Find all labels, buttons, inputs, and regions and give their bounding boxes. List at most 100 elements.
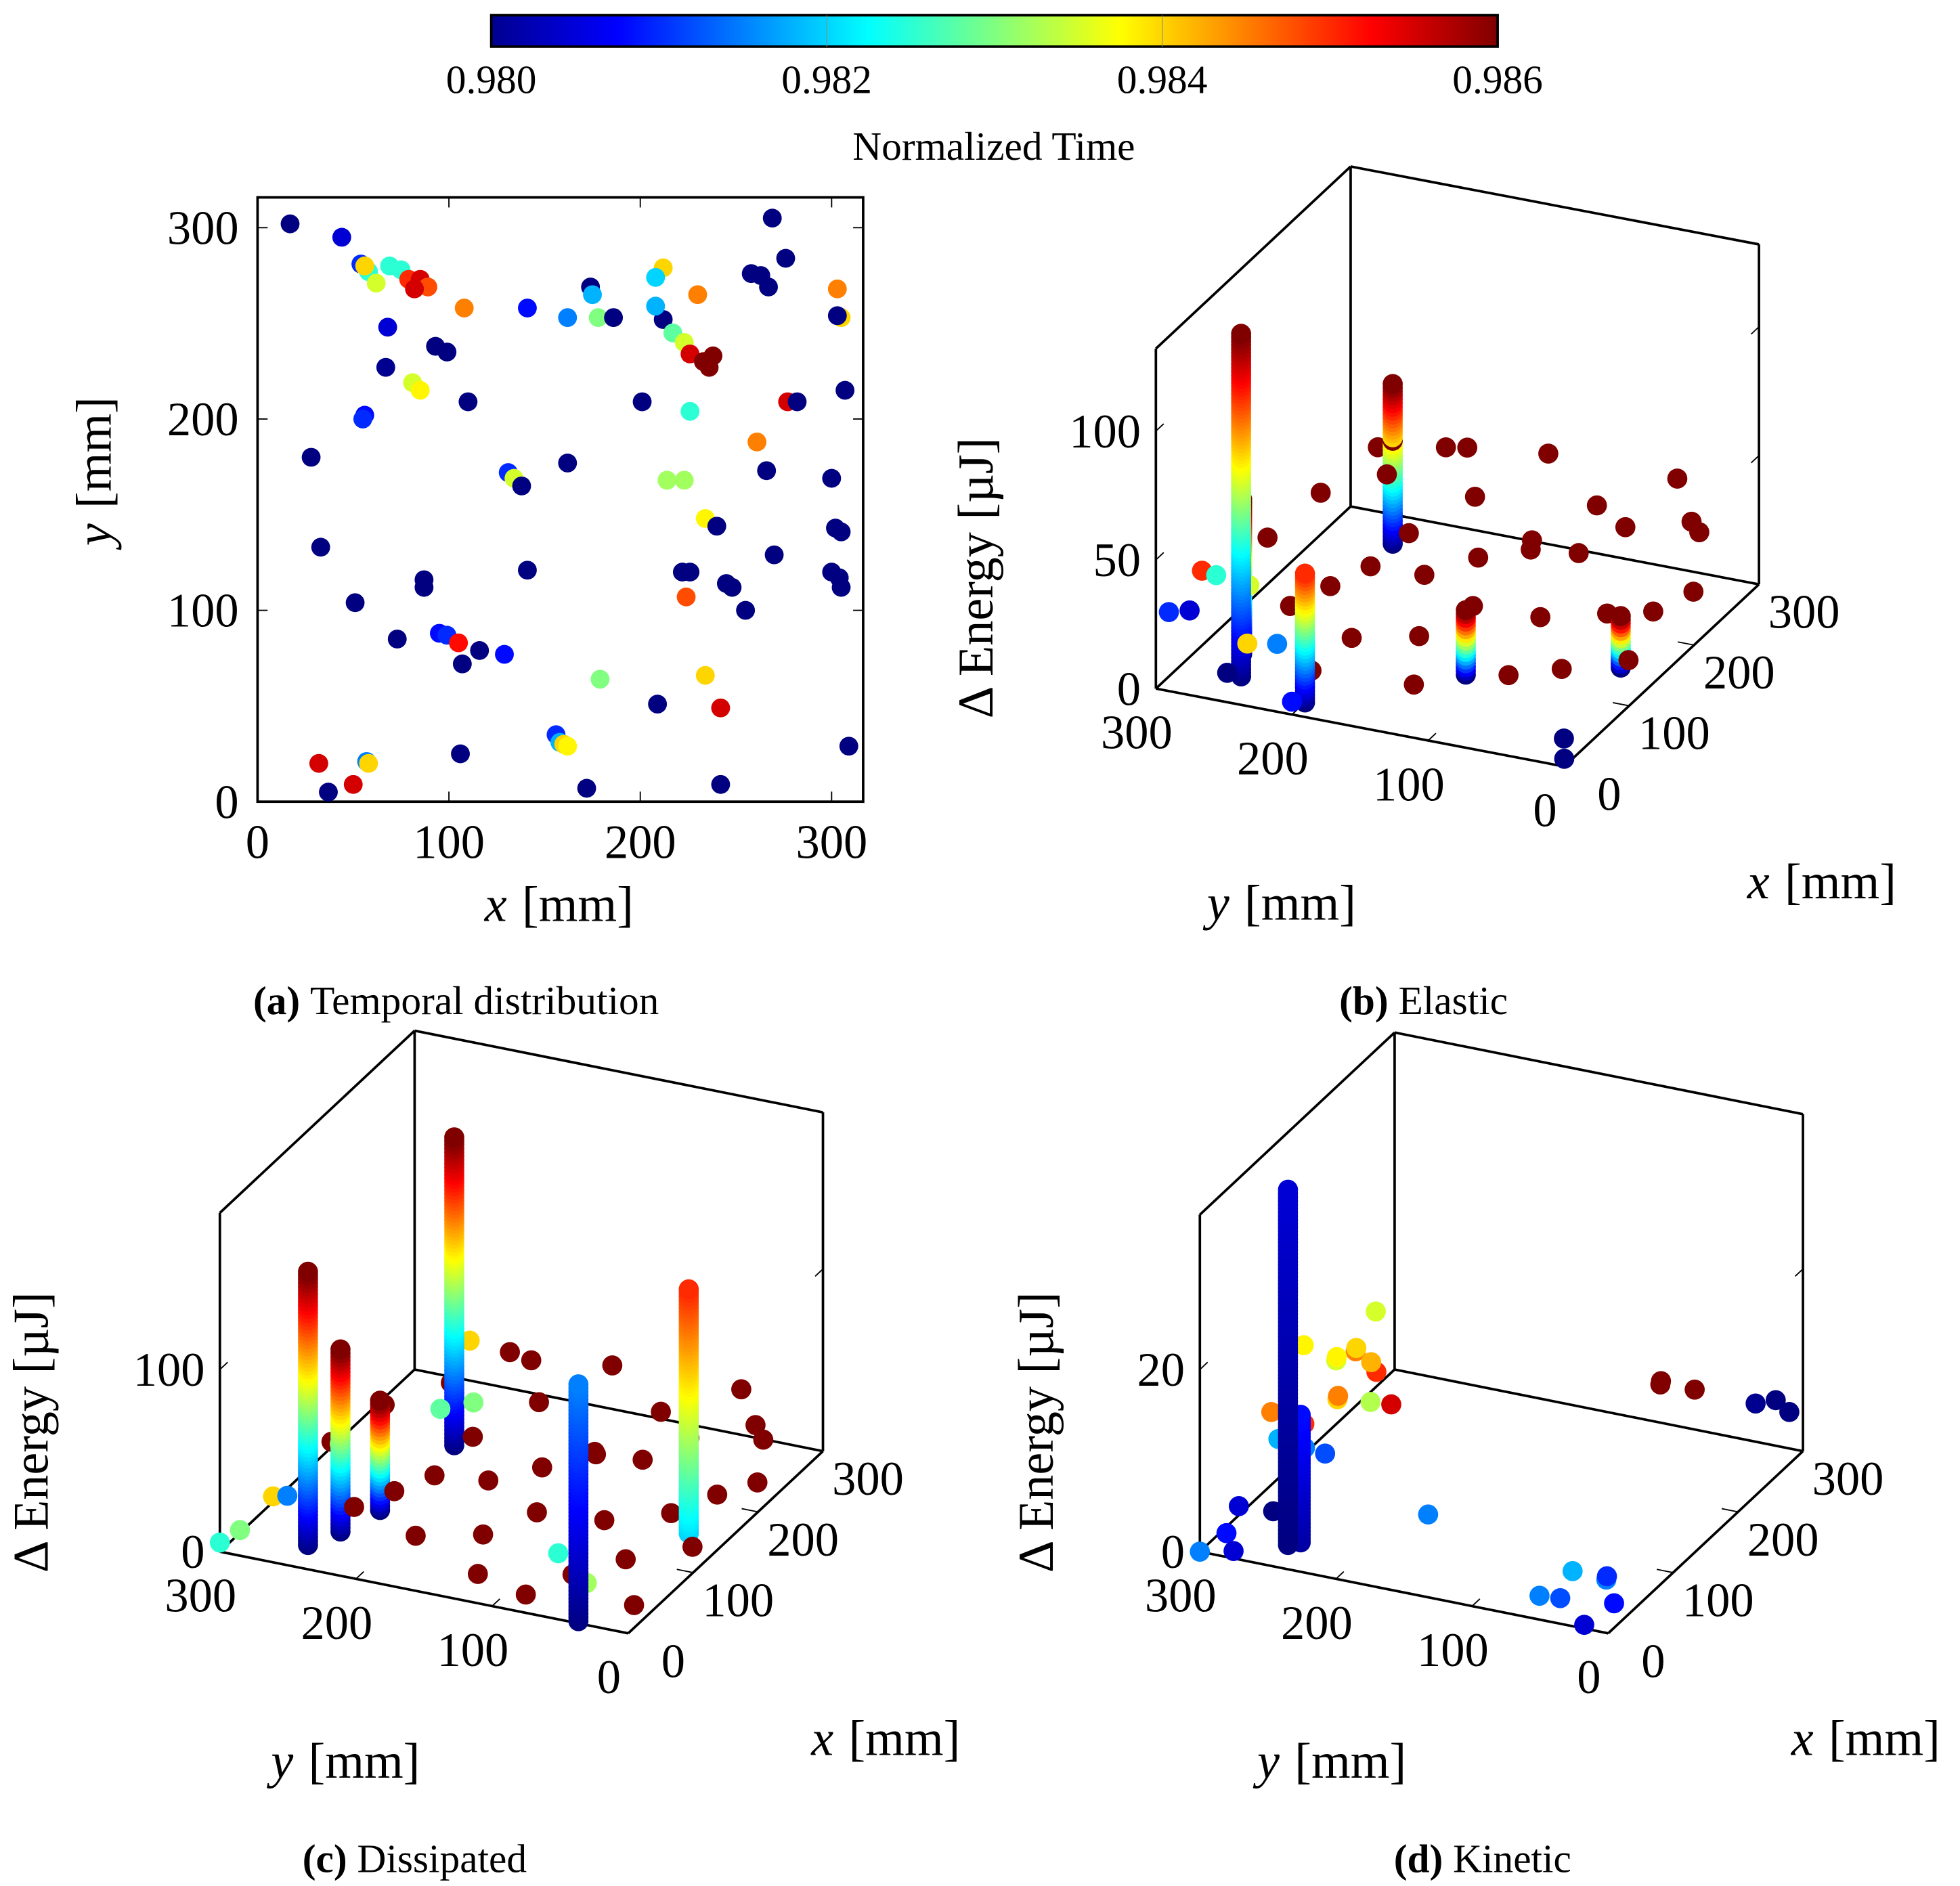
data-point — [759, 278, 778, 297]
y-tick-label: 300 — [1145, 1570, 1217, 1623]
z-tick-label: 0 — [1117, 663, 1141, 716]
z-tick — [1750, 326, 1760, 335]
stack-point — [330, 1339, 351, 1360]
data-point — [1190, 1541, 1211, 1562]
y-axis-label: y [mm] — [1202, 876, 1356, 931]
y-axis-label-variable: y — [266, 1734, 293, 1789]
data-point — [454, 299, 474, 317]
data-point — [688, 285, 707, 305]
data-point — [558, 737, 578, 756]
box-edge-top — [1198, 1031, 1396, 1216]
data-point — [359, 753, 378, 773]
data-point — [406, 1525, 426, 1546]
y-axis-line — [1199, 1550, 1609, 1635]
data-point — [1341, 628, 1362, 649]
data-point — [478, 1470, 499, 1491]
data-point — [1361, 1352, 1382, 1373]
data-point — [1551, 659, 1572, 679]
stack-point — [1278, 1179, 1299, 1200]
stack-point — [568, 1374, 589, 1395]
data-point — [831, 577, 851, 597]
data-point — [473, 1524, 494, 1545]
x-axis-label-variable: x — [810, 1711, 833, 1767]
colorbar-tick-label: 0.980 — [446, 58, 537, 102]
data-point — [632, 392, 652, 412]
stack-point — [1611, 606, 1631, 626]
data-point — [822, 468, 842, 488]
box-edge-top — [219, 1030, 416, 1214]
data-point — [1381, 1394, 1401, 1415]
x-tick-label: 100 — [1638, 707, 1710, 760]
x-tick-label: 100 — [1682, 1575, 1754, 1627]
caption-text: Dissipated — [357, 1836, 527, 1881]
data-point — [332, 227, 351, 247]
caption-letter: (d) — [1394, 1836, 1443, 1881]
data-point — [1261, 1401, 1282, 1422]
y-tick-label: 100 — [437, 1624, 509, 1677]
data-point — [776, 248, 796, 268]
data-point — [1179, 600, 1200, 621]
z-tick-label: 100 — [1069, 405, 1141, 458]
colorbar-tick-label: 0.982 — [781, 58, 872, 102]
data-point — [1468, 547, 1489, 568]
data-point — [757, 461, 777, 481]
y-tick-label: 100 — [167, 585, 239, 638]
data-point — [1360, 556, 1381, 577]
data-point — [1745, 1393, 1766, 1414]
data-point — [1667, 468, 1688, 489]
z-tick — [1155, 552, 1164, 561]
x-tick-label: 0 — [1597, 768, 1621, 820]
data-point — [747, 432, 767, 452]
y-tick-label: 200 — [1281, 1597, 1353, 1650]
caption-letter: (c) — [303, 1836, 347, 1881]
data-point — [1216, 1522, 1237, 1543]
data-point — [1320, 575, 1341, 596]
x-axis-label-unit: [mm] — [1785, 854, 1896, 910]
data-point — [387, 630, 407, 649]
data-point — [301, 447, 321, 467]
x-tick — [1786, 1447, 1804, 1452]
data-point — [1282, 691, 1303, 712]
data-point — [414, 577, 434, 597]
y-tick-label: 200 — [1237, 732, 1309, 785]
z-tick — [1199, 1361, 1208, 1370]
data-point — [583, 285, 602, 305]
data-point — [722, 577, 742, 597]
data-point — [1568, 543, 1589, 563]
data-point — [1562, 1561, 1583, 1581]
data-point — [209, 1532, 230, 1553]
stack-point — [1382, 374, 1403, 395]
y-tick — [1471, 1598, 1481, 1607]
x-tick-label: 0 — [246, 816, 269, 869]
x-axis-label-variable: x — [484, 877, 507, 933]
data-point — [1310, 483, 1331, 503]
plot-frame — [256, 196, 865, 804]
data-point — [711, 774, 731, 794]
data-point — [1315, 1443, 1336, 1464]
data-point — [1399, 523, 1419, 544]
y-tick-label: 0 — [597, 1651, 621, 1704]
x-tick — [806, 1447, 823, 1452]
data-point — [1684, 1379, 1705, 1400]
z-tick — [1155, 680, 1164, 689]
x-axis-label: x [mm] — [1791, 1711, 1940, 1767]
y-axis-label: y [mm] — [1253, 1734, 1406, 1789]
x-axis-label-variable: x — [1791, 1711, 1814, 1767]
data-point — [839, 737, 858, 756]
data-point — [1376, 464, 1397, 485]
data-point — [1257, 527, 1278, 548]
caption: (b) Elastic — [1339, 978, 1508, 1023]
stack-point — [1294, 563, 1315, 584]
data-point — [604, 308, 624, 328]
data-point — [1574, 1615, 1594, 1636]
data-point — [680, 401, 700, 421]
y-tick-label: 200 — [167, 393, 239, 446]
data-point — [1217, 663, 1238, 683]
data-point — [1596, 1566, 1617, 1587]
stack-point — [444, 1127, 464, 1147]
data-point — [747, 1472, 768, 1493]
data-point — [495, 644, 514, 664]
x-tick — [676, 1569, 693, 1573]
x-axis-label-unit: [mm] — [522, 877, 634, 933]
data-point — [277, 1485, 298, 1506]
